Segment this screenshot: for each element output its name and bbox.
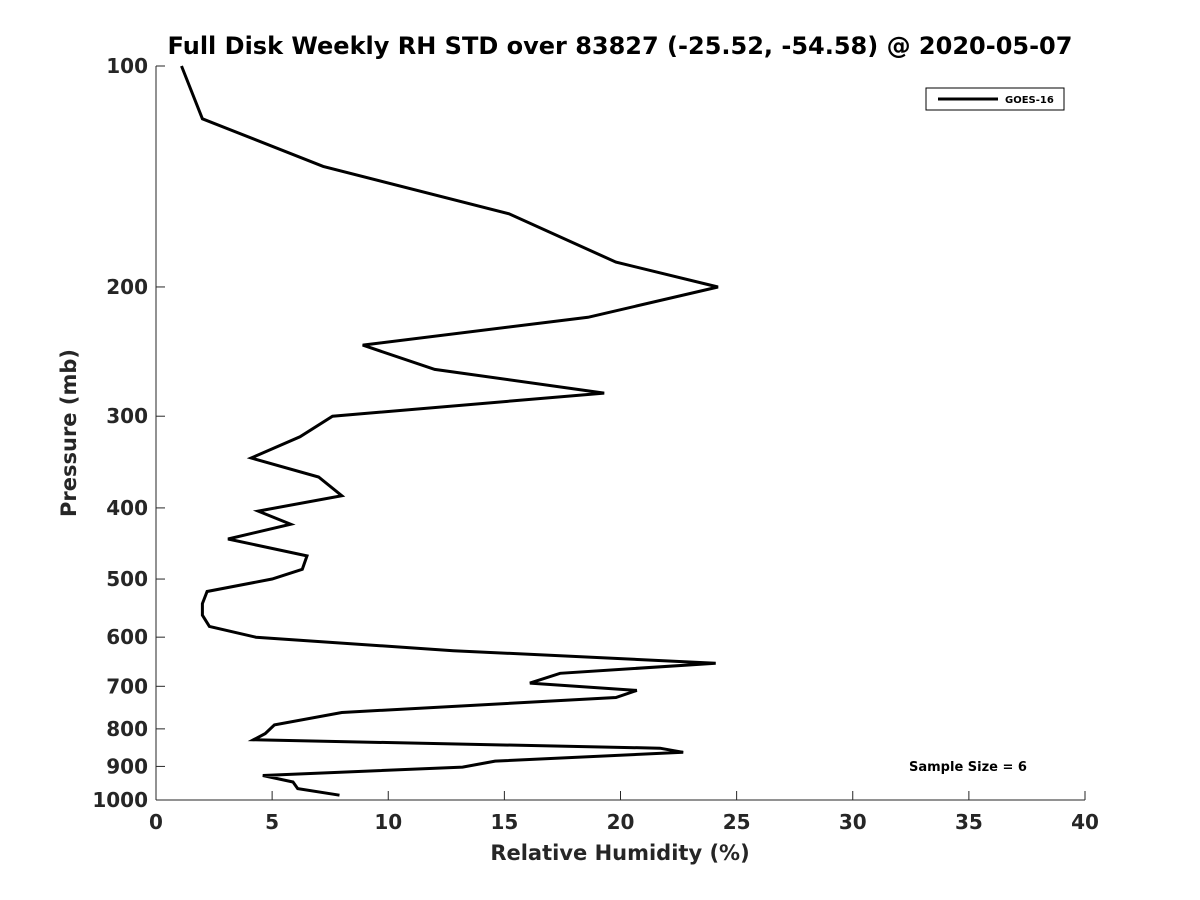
x-tick-label: 10 — [374, 810, 402, 834]
y-tick-label: 600 — [106, 625, 148, 649]
y-tick-label: 100 — [106, 54, 148, 78]
sample-size-annotation: Sample Size = 6 — [909, 760, 1027, 775]
plot-area: 0 5 10 15 20 25 30 35 40 100 200 300 400 500 600 700 80… — [92, 54, 1099, 834]
x-tick-label: 25 — [723, 810, 751, 834]
x-ticks: 0 5 10 15 20 25 30 35 40 — [149, 791, 1099, 834]
y-tick-label: 500 — [106, 567, 148, 591]
series-line-goes-16 — [180, 65, 719, 797]
x-tick-label: 35 — [955, 810, 983, 834]
legend-label-goes-16: GOES-16 — [1005, 95, 1054, 106]
legend: GOES-16 — [925, 87, 1065, 111]
y-ticks: 100 200 300 400 500 600 700 800 900 1000 — [92, 54, 165, 812]
x-tick-label: 5 — [265, 810, 279, 834]
chart-title: Full Disk Weekly RH STD over 83827 (-25.… — [168, 32, 1073, 60]
series-layer — [180, 65, 719, 797]
y-axis-label: Pressure (mb) — [57, 349, 81, 517]
y-tick-label: 300 — [106, 404, 148, 428]
y-tick-label: 800 — [106, 717, 148, 741]
y-tick-label: 200 — [106, 275, 148, 299]
y-tick-label: 1000 — [92, 788, 148, 812]
x-axis-label: Relative Humidity (%) — [490, 841, 749, 865]
x-tick-label: 15 — [490, 810, 518, 834]
x-tick-label: 40 — [1071, 810, 1099, 834]
x-tick-label: 20 — [607, 810, 635, 834]
y-tick-label: 900 — [106, 754, 148, 778]
x-tick-label: 0 — [149, 810, 163, 834]
plot-background — [156, 66, 1085, 800]
y-tick-label: 700 — [106, 674, 148, 698]
y-tick-label: 400 — [106, 496, 148, 520]
x-tick-label: 30 — [839, 810, 867, 834]
